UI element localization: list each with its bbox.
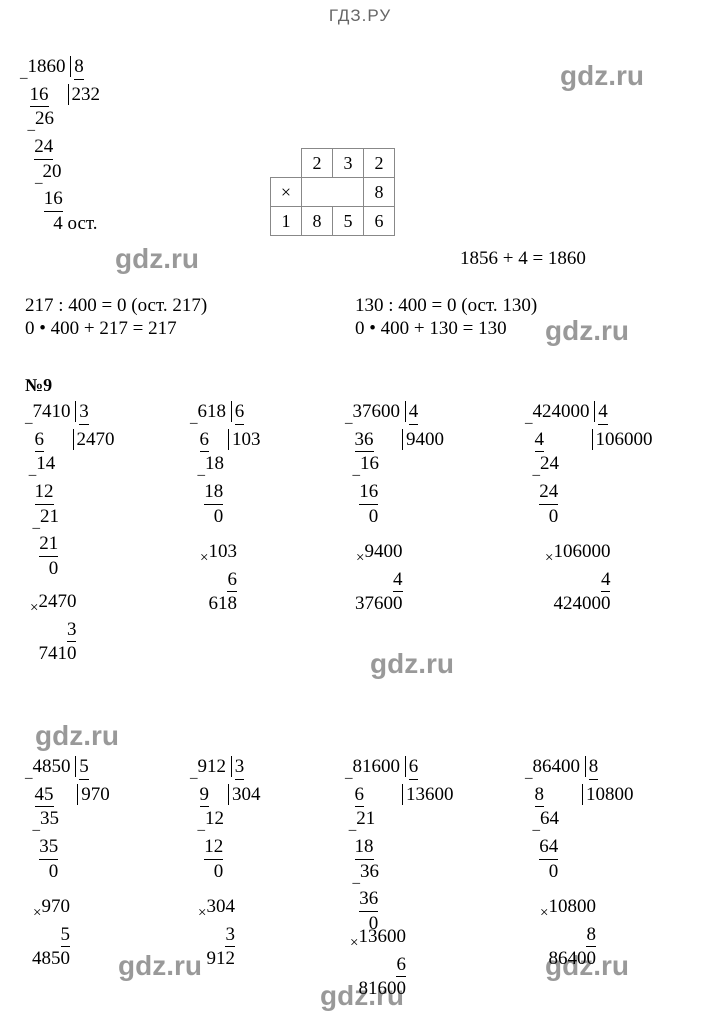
- equation-4: 130 : 400 = 0 (ост. 130): [355, 295, 537, 317]
- long-division-424000-4: _424000 4 4 106000 _24 24 0: [525, 400, 653, 528]
- multiplication-2470-3: ×2470 3 7410: [30, 590, 76, 666]
- watermark: gdz.ru: [35, 720, 119, 752]
- equation-5: 0 • 400 + 130 = 130: [355, 318, 507, 340]
- multiplication-13600-6: ×13600 6 81600: [350, 925, 406, 1001]
- equation-2: 217 : 400 = 0 (ост. 217): [25, 295, 207, 317]
- long-division-618-6: _618 6 6 103 _18 18 0: [190, 400, 261, 528]
- long-division-37600-4: _37600 4 36 9400 _16 16 0: [345, 400, 444, 528]
- watermark: gdz.ru: [370, 648, 454, 680]
- long-division-86400-8: _86400 8 8 10800 _64 64 0: [525, 755, 634, 883]
- equation-3: 0 • 400 + 217 = 217: [25, 318, 177, 340]
- multiplication-103-6: ×103 6 618: [200, 540, 237, 616]
- multiplication-970-5: ×970 5 4850: [32, 895, 70, 971]
- watermark: gdz.ru: [545, 315, 629, 347]
- watermark: gdz.ru: [560, 60, 644, 92]
- long-division-912-3: _912 3 9 304 _12 12 0: [190, 755, 261, 883]
- page-header: ГДЗ.РУ: [0, 0, 720, 36]
- multiplication-106000-4: ×106000 4 424000: [545, 540, 610, 616]
- multiplication-9400-4: ×9400 4 37600: [355, 540, 403, 616]
- watermark: gdz.ru: [115, 243, 199, 275]
- multiplication-table-232-8: 232 ×8 1856: [270, 148, 395, 236]
- multiplication-304-3: ×304 3 912: [198, 895, 235, 971]
- long-division-4850-5: _4850 5 45 970 _35 35 0: [25, 755, 110, 883]
- watermark: gdz.ru: [118, 950, 202, 982]
- long-division-81600-6: _81600 6 6 13600 _21 18 _36 36 0: [345, 755, 454, 936]
- equation-1: 1856 + 4 = 1860: [460, 248, 586, 270]
- problem-number-9: №9: [25, 375, 52, 396]
- long-division-7410-3: _7410 3 6 2470 _14 12 _21 21 0: [25, 400, 115, 581]
- multiplication-10800-8: ×10800 8 86400: [540, 895, 596, 971]
- long-division-1860-8: _1860 8 16 232 _26 24 _20 16 4 ост.: [20, 55, 100, 236]
